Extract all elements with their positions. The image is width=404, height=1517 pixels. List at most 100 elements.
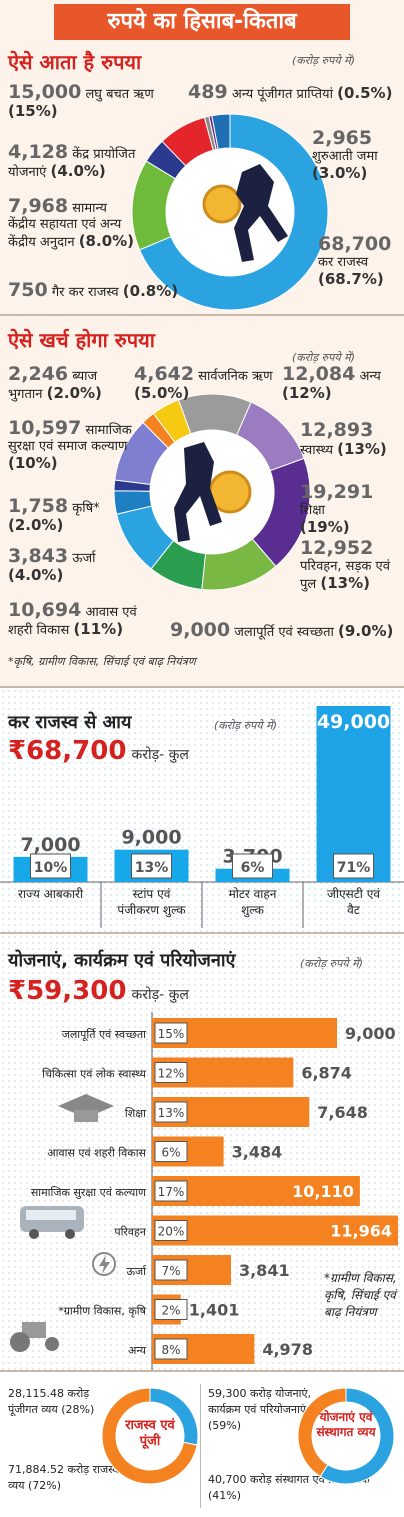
percent-box	[154, 1220, 188, 1241]
data-label: 7,000	[20, 834, 80, 856]
summary-capital-label: 28,115.48 करोड़ पूंजीगत व्यय (28%)	[8, 1387, 95, 1416]
summary-right-title: योजनाएं एवं संस्थागत व्यय	[316, 1410, 376, 1439]
tick-label: जीएसटी एवं वैट	[327, 887, 380, 917]
data-label: 6,874	[301, 1064, 352, 1083]
schemes-heading: योजनाएं, कार्यक्रम एवं परियोजनाएं	[8, 950, 236, 971]
percent-label: 6%	[241, 860, 265, 876]
percent-box	[154, 1022, 188, 1044]
data-label: 1,401	[189, 1301, 240, 1320]
data-label: 4,978	[262, 1340, 313, 1359]
summary-section: 28,115.48 करोड़ पूंजीगत व्यय (28%) 71,88…	[0, 1370, 404, 1517]
expense-label-water: 9,000 जलापूर्ति एवं स्वच्छता (9.0%)	[170, 619, 394, 641]
category-label: आवास एवं शहरी विकास	[47, 1147, 146, 1160]
category-label: चिकित्सा एवं लोक स्वास्थ्य	[42, 1068, 147, 1081]
expense-label-housing: 10,694 आवास एवं शहरी विकास (11%)	[8, 599, 137, 639]
expense-label-education: 19,291 शिक्षा (19%)	[300, 481, 374, 536]
expense-footnote: *कृषि, ग्रामीण विकास, सिंचाई एवं बाढ़ नि…	[8, 655, 196, 668]
summary-right-slice	[319, 1387, 395, 1485]
bar	[152, 1215, 398, 1246]
income-label-central-assistance: 7,968 सामान्य केंद्रीय सहायता एवं अन्य क…	[8, 195, 135, 251]
category-label: अन्य	[128, 1344, 147, 1357]
category-label: सामाजिक सुरक्षा एवं कल्याण	[31, 1186, 147, 1199]
percent-label: 6%	[161, 1146, 180, 1160]
data-label: 9,000	[345, 1024, 396, 1043]
data-label: 9,000	[121, 827, 181, 849]
income-heading: ऐसे आता है रुपया	[8, 50, 142, 74]
income-donut-chart	[131, 113, 329, 311]
income-label-opening-balance: 2,965 शुरुआती जमा (3.0%)	[312, 127, 378, 182]
percent-label: 10%	[34, 860, 68, 876]
expense-label-transport: 12,952 परिवहन, सड़क एवं पुल (13%)	[300, 537, 390, 593]
income-unit: (करोड़ रुपये में)	[292, 54, 356, 67]
bus-icon	[20, 1206, 84, 1239]
percent-label: 17%	[158, 1185, 185, 1199]
schemes-footnote: *ग्रामीण विकास, कृषि, सिंचाई एवं बाढ़ नि…	[324, 1271, 397, 1319]
expense-label-public-debt: 4,642 सार्वजनिक ऋण (5.0%)	[134, 363, 273, 402]
expense-label-energy: 3,843 ऊर्जा (4.0%)	[8, 545, 96, 584]
percent-label: 7%	[161, 1264, 180, 1278]
percent-label: 13%	[135, 860, 169, 876]
percent-label: 20%	[158, 1225, 185, 1239]
schemes-total-value: ₹59,300	[8, 976, 127, 1006]
person-carrying-coin-icon	[234, 164, 288, 262]
expense-unit: (करोड़ रुपये में)	[292, 351, 356, 364]
percent-label: 12%	[158, 1067, 185, 1081]
energy-icon	[92, 1252, 116, 1276]
schemes-total-suffix: करोड़- कुल	[131, 987, 189, 1003]
percent-box	[232, 853, 273, 879]
schemes-unit: (करोड़ रुपये में)	[300, 957, 364, 970]
income-label-other-capital: 489 अन्य पूंजीगत प्राप्तियां (0.5%)	[188, 81, 393, 103]
tax-heading: कर राजस्व से आय	[8, 712, 132, 733]
tick-label: स्टांप एवं पंजीकरण शुल्क	[117, 887, 186, 918]
income-label-central-schemes: 4,128 केंद्र प्रायोजित योजनाएं (4.0%)	[8, 141, 136, 181]
data-label: 7,648	[317, 1103, 368, 1122]
income-label-small-savings: 15,000 लघु बचत ऋण (15%)	[8, 81, 154, 120]
percent-box	[154, 1101, 188, 1123]
tick-label: मोटर वाहन शुल्क	[229, 887, 277, 918]
category-label: ऊर्जा	[126, 1265, 147, 1278]
tax-bar-chart: 7,000 10% राज्य आबकारी 9,000 13% स्टांप एवं पं…	[0, 706, 404, 928]
graduation-cap-icon	[58, 1094, 114, 1122]
tax-total: ₹68,700 करोड़- कुल	[8, 736, 189, 766]
tax-total-value: ₹68,700	[8, 736, 127, 766]
tick-label: राज्य आबकारी	[18, 887, 84, 901]
category-label: परिवहन	[114, 1226, 147, 1239]
percent-box	[154, 1299, 188, 1320]
page-title: रुपये का हिसाब-किताब	[54, 4, 350, 40]
income-label-tax-revenue: 68,700 कर राजस्व (68.7%)	[318, 233, 392, 288]
bar	[316, 706, 391, 882]
percent-label: 71%	[337, 860, 371, 876]
schemes-section: योजनाएं, कार्यक्रम एवं परियोजनाएं (करोड़…	[0, 932, 404, 1372]
percent-label: 15%	[158, 1027, 185, 1041]
tax-total-suffix: करोड़- कुल	[131, 747, 189, 763]
summary-revenue-label: 71,884.52 करोड़ राजस्व व्यय (72%)	[8, 1463, 119, 1492]
expense-label-social-security: 10,597 सामाजिक सुरक्षा एवं समाज कल्याण (…	[8, 417, 132, 472]
income-label-non-tax: 750 गैर कर राजस्व (0.8%)	[8, 279, 179, 301]
schemes-bar-chart: 15% जलापूर्ति एवं स्वच्छता 9,000 12% चिकित्स…	[10, 1012, 398, 1372]
percent-box	[154, 1259, 188, 1281]
percent-label: 8%	[161, 1343, 180, 1357]
person-carrying-coin-icon	[174, 442, 222, 542]
data-label: 11,964	[330, 1222, 392, 1241]
data-label: 49,000	[317, 711, 390, 733]
percent-label: 13%	[158, 1106, 185, 1120]
expense-label-health: 12,893 स्वास्थ्य (13%)	[300, 419, 387, 459]
summary-left-title: राजस्व एवं पूंजी	[125, 1418, 175, 1449]
percent-box	[30, 853, 71, 879]
percent-box	[131, 853, 172, 879]
summary-divider	[200, 1384, 201, 1508]
tax-revenue-section: कर राजस्व से आय (करोड़ रुपये में) ₹68,70…	[0, 686, 404, 932]
expense-label-interest: 2,246 ब्याज भुगतान (2.0%)	[8, 363, 102, 403]
data-label: 3,841	[239, 1261, 290, 1280]
percent-label: 2%	[161, 1304, 180, 1318]
percent-box	[333, 853, 374, 879]
expense-label-agriculture: 1,758 कृषि* (2.0%)	[8, 495, 100, 534]
summary-schemes-label: 59,300 करोड़ योजनाएं, कार्यक्रम एवं परिय…	[208, 1387, 312, 1432]
summary-left-slice	[101, 1387, 198, 1485]
summary-right-slice	[297, 1387, 347, 1478]
percent-box	[154, 1062, 188, 1083]
expense-donut-chart	[113, 393, 311, 591]
expense-heading: ऐसे खर्च होगा रुपया	[8, 328, 155, 352]
percent-box	[154, 1141, 188, 1162]
schemes-total: ₹59,300 करोड़- कुल	[8, 976, 189, 1006]
